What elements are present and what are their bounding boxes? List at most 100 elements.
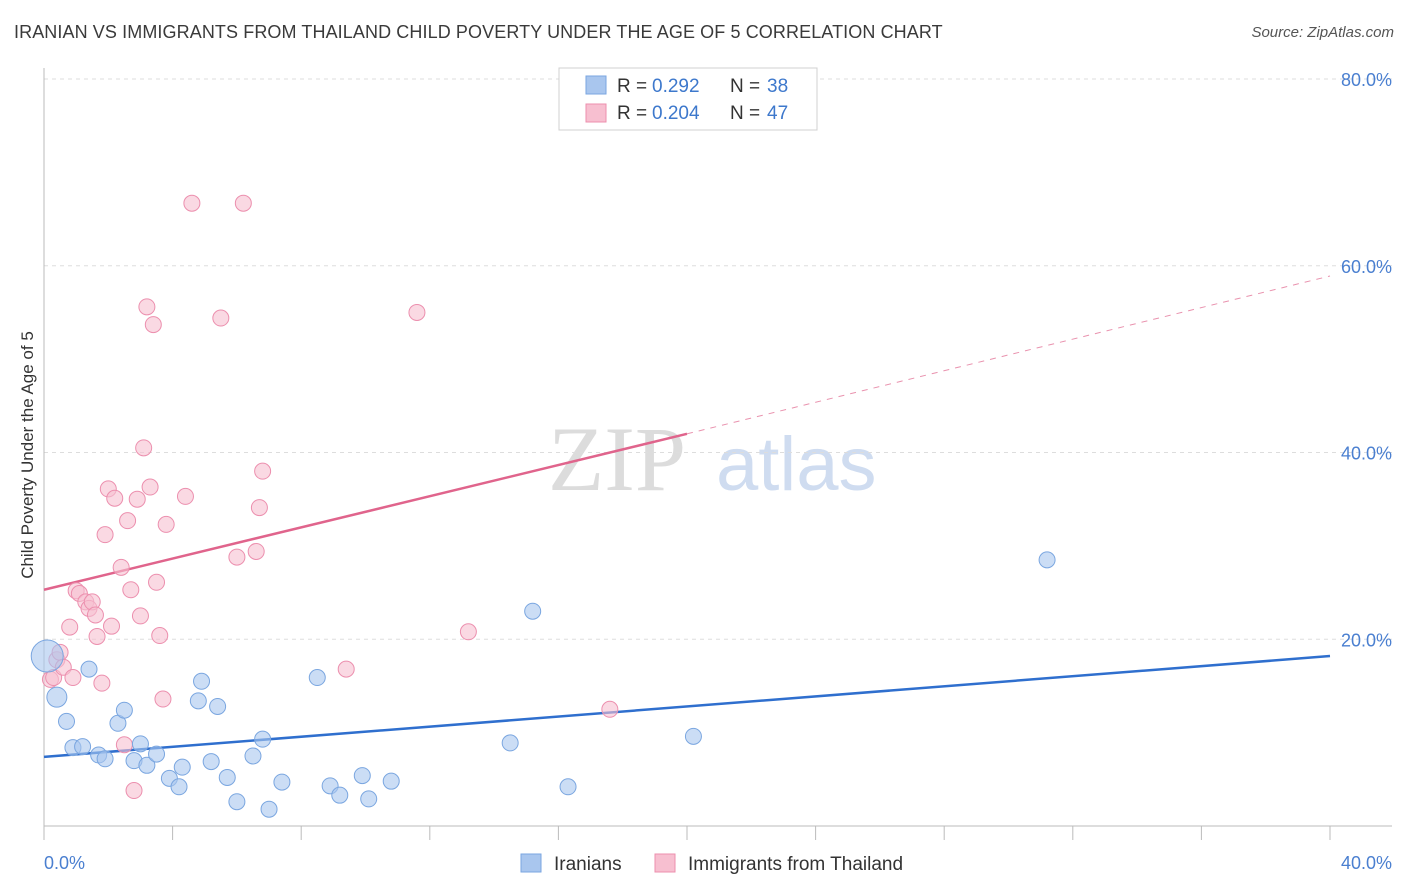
iranians-point — [260, 800, 278, 818]
iranians-point — [30, 639, 64, 673]
thailand-point — [115, 736, 133, 754]
y-tick-label-40: 40.0% — [1341, 444, 1392, 464]
iranians-point — [115, 701, 133, 719]
y-tick-labels: 20.0% 40.0% 60.0% 80.0% — [1341, 70, 1392, 650]
stats-legend: R = 0.292 N = 38 R = 0.204 N = 47 — [558, 67, 818, 131]
thailand-point — [154, 690, 172, 708]
iranians-point — [148, 745, 166, 763]
iranians-point — [244, 747, 262, 765]
series-legend: Iranians Immigrants from Thailand — [520, 853, 903, 875]
thailand-point — [408, 303, 426, 321]
thailand-point — [254, 462, 272, 480]
trendline-thailand-extension — [686, 275, 1331, 435]
y-tick-label-20: 20.0% — [1341, 630, 1392, 650]
thailand-point — [183, 194, 201, 212]
iranians-point — [218, 768, 236, 786]
legend-n-value-2: 47 — [767, 103, 788, 124]
legend-r-label-1: R = — [617, 76, 647, 97]
iranians-point — [331, 786, 349, 804]
axes — [43, 68, 1392, 827]
thailand-point — [176, 487, 194, 505]
source-label: Source: ZipAtlas.com — [1251, 24, 1394, 41]
thailand-point — [247, 542, 265, 560]
x-tick-label-max: 40.0% — [1341, 853, 1392, 873]
series-iranians-points — [30, 551, 1056, 818]
iranians-point — [80, 660, 98, 678]
thailand-point — [86, 606, 104, 624]
iranians-point — [58, 712, 76, 730]
legend-r-value-1: 0.292 — [652, 76, 700, 97]
iranians-point — [131, 735, 149, 753]
thailand-point — [459, 623, 477, 641]
iranians-point — [228, 793, 246, 811]
thailand-point — [601, 700, 619, 718]
legend-swatch-iranians — [585, 75, 607, 95]
thailand-point — [148, 573, 166, 591]
thailand-point — [151, 627, 169, 645]
legend-n-label-2: N = — [730, 103, 760, 124]
thailand-point — [96, 526, 114, 544]
iranians-point — [202, 753, 220, 771]
trendlines — [43, 275, 1331, 759]
thailand-point — [141, 478, 159, 496]
iranians-point — [46, 686, 68, 708]
iranians-point — [501, 734, 519, 752]
thailand-point — [122, 581, 140, 599]
thailand-point — [250, 499, 268, 517]
x-tick-label-min: 0.0% — [44, 853, 85, 873]
thailand-point — [103, 617, 121, 635]
thailand-point — [61, 618, 79, 636]
thailand-point — [93, 674, 111, 692]
watermark-atlas: atlas — [716, 422, 877, 507]
iranians-point — [360, 790, 378, 808]
chart-title: IRANIAN VS IMMIGRANTS FROM THAILAND CHIL… — [14, 22, 943, 42]
y-tick-label-80: 80.0% — [1341, 70, 1392, 90]
bottom-legend-label-iranians: Iranians — [554, 854, 622, 875]
legend-n-value-1: 38 — [767, 76, 788, 97]
bottom-legend-swatch-iranians — [520, 853, 542, 873]
iranians-point — [74, 738, 92, 756]
legend-swatch-thailand — [585, 103, 607, 123]
legend-r-value-2: 0.204 — [652, 103, 700, 124]
iranians-point — [173, 758, 191, 776]
iranians-point — [559, 778, 577, 796]
iranians-point — [308, 669, 326, 687]
thailand-point — [212, 309, 230, 327]
thailand-point — [88, 627, 106, 645]
bottom-legend-label-thailand: Immigrants from Thailand — [688, 854, 903, 875]
thailand-point — [234, 194, 252, 212]
thailand-point — [125, 782, 143, 800]
y-axis-label: Child Poverty Under the Age of 5 — [18, 331, 37, 579]
iranians-point — [273, 773, 291, 791]
thailand-point — [119, 512, 137, 530]
thailand-point — [112, 558, 130, 576]
iranians-point — [96, 750, 114, 768]
iranians-point — [193, 672, 211, 690]
thailand-point — [135, 439, 153, 457]
thailand-point — [64, 669, 82, 687]
iranians-point — [382, 772, 400, 790]
thailand-point — [157, 515, 175, 533]
iranians-point — [170, 778, 188, 796]
thailand-point — [128, 490, 146, 508]
gridlines — [44, 78, 1392, 640]
bottom-legend-swatch-thailand — [654, 853, 676, 873]
iranians-point — [254, 730, 272, 748]
iranians-point — [1038, 551, 1056, 569]
iranians-point — [524, 602, 542, 620]
iranians-point — [138, 756, 156, 774]
iranians-point — [189, 692, 207, 710]
watermark-zip: ZIP — [548, 408, 686, 510]
thailand-point — [138, 298, 156, 316]
series-thailand-points — [41, 194, 619, 800]
x-tick-marks — [43, 826, 1331, 840]
legend-r-label-2: R = — [617, 103, 647, 124]
thailand-point — [144, 316, 162, 334]
trendline-thailand — [43, 432, 688, 591]
iranians-point — [353, 767, 371, 785]
y-tick-label-60: 60.0% — [1341, 257, 1392, 277]
iranians-point — [209, 697, 227, 715]
thailand-point — [337, 660, 355, 678]
thailand-point — [106, 489, 124, 507]
